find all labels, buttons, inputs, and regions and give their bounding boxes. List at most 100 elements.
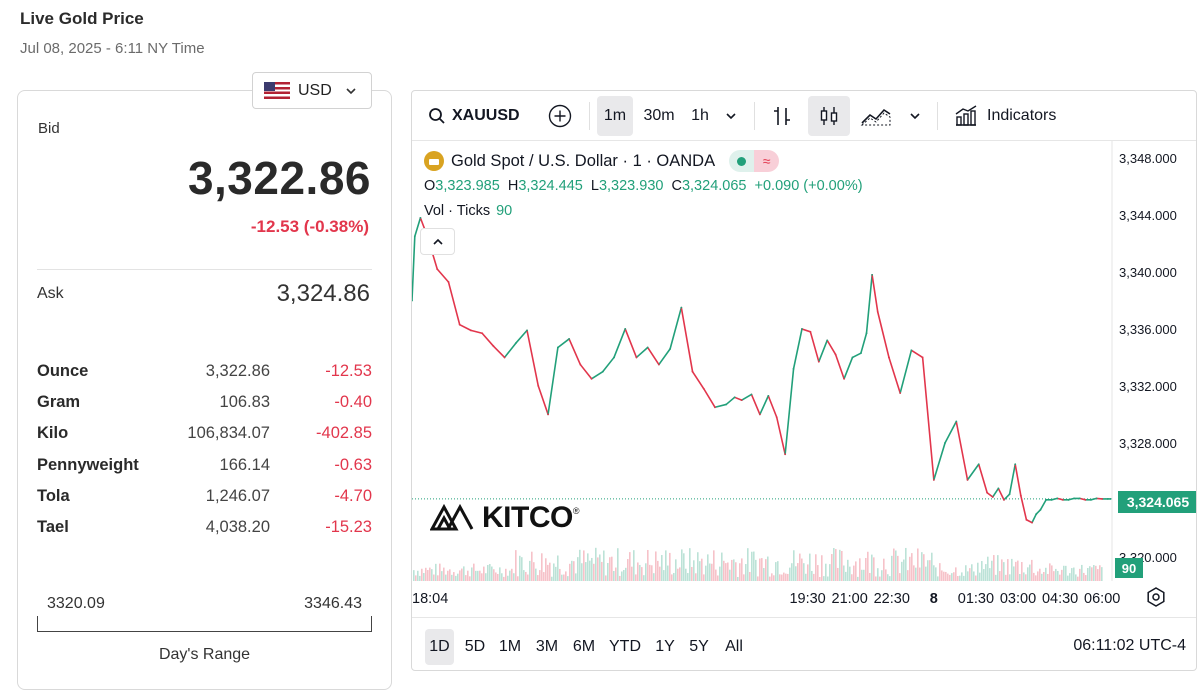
toolbar-divider: [589, 102, 590, 130]
interval-1m[interactable]: 1m: [597, 96, 633, 136]
volume-bar: [757, 576, 759, 581]
volume-bar: [761, 558, 763, 581]
volume-bar: [1059, 575, 1061, 581]
chart-style-dropdown[interactable]: [902, 96, 928, 136]
volume-bar: [673, 573, 675, 581]
volume-bar: [603, 551, 605, 581]
volume-bar: [1013, 566, 1015, 581]
volume-bar: [455, 576, 457, 581]
volume-bar: [533, 562, 535, 581]
volume-bar: [515, 550, 517, 581]
volume-bar: [661, 555, 663, 581]
ohlc-close: 3,324.065: [682, 178, 747, 194]
volume-bar: [887, 574, 889, 581]
volume-bar: [525, 572, 527, 581]
price-point: [1020, 495, 1022, 497]
range-6m[interactable]: 6M: [568, 629, 600, 665]
volume-bar: [457, 574, 459, 581]
price-segment: [505, 343, 516, 357]
price-point: [470, 329, 472, 331]
currency-select[interactable]: USD: [252, 72, 372, 109]
legend-title: Gold Spot / U.S. Dollar · 1 · OANDA: [451, 152, 715, 171]
day-range-bar: [37, 616, 372, 632]
volume-bar: [823, 576, 825, 581]
volume-bar: [1047, 574, 1049, 581]
volume-bar: [945, 572, 947, 581]
y-tick-label: 3,328.000: [1119, 436, 1177, 451]
weight-change: -0.63: [334, 456, 372, 475]
indicators-button[interactable]: Indicators: [950, 96, 1075, 136]
bars-style-button[interactable]: [764, 96, 800, 136]
volume-bar: [463, 566, 465, 581]
ask-label: Ask: [37, 285, 64, 303]
volume-bar: [725, 563, 727, 581]
volume-bar: [977, 563, 979, 581]
volume-bar: [653, 573, 655, 581]
range-ytd[interactable]: YTD: [606, 629, 644, 665]
range-1y[interactable]: 1Y: [651, 629, 679, 665]
volume-bar: [1089, 566, 1091, 581]
price-segment: [968, 464, 979, 480]
volume-bar: [879, 577, 881, 581]
price-chart[interactable]: 3,348.0003,344.0003,340.0003,336.0003,33…: [412, 141, 1197, 617]
price-point: [992, 496, 994, 498]
range-all[interactable]: All: [719, 629, 749, 665]
volume-bar: [861, 570, 863, 581]
range-1m[interactable]: 1M: [496, 629, 524, 665]
volume-bar: [931, 553, 933, 581]
price-point: [568, 338, 570, 340]
price-segment: [1010, 464, 1016, 494]
volume-bar: [481, 573, 483, 581]
volume-bar: [669, 553, 671, 581]
volume-bar: [649, 565, 651, 581]
volume-bar: [437, 575, 439, 581]
weight-table: Ounce 3,322.86 -12.53 Gram 106.83 -0.40 …: [37, 362, 373, 549]
candles-style-button[interactable]: [808, 96, 850, 136]
volume-bar: [569, 564, 571, 581]
price-segment: [785, 369, 793, 454]
weight-change: -0.40: [334, 393, 372, 412]
volume-bar: [423, 573, 425, 581]
volume-bar: [667, 566, 669, 581]
x-tick-label: 01:30: [958, 591, 994, 607]
symbol-search-button[interactable]: XAUUSD: [418, 96, 524, 136]
volume-bar: [895, 551, 897, 581]
range-5d[interactable]: 5D: [461, 629, 489, 665]
search-icon: [428, 107, 446, 125]
volume-bar: [717, 575, 719, 581]
range-3m[interactable]: 3M: [531, 629, 563, 665]
volume-bar: [723, 561, 725, 581]
volume-bar: [815, 554, 817, 581]
weight-row: Ounce 3,322.86 -12.53: [37, 362, 373, 393]
price-point: [414, 236, 416, 238]
y-tick-label: 3,340.000: [1119, 265, 1177, 280]
interval-30m[interactable]: 30m: [638, 96, 680, 136]
volume-bar: [957, 576, 959, 581]
gear-icon[interactable]: [1145, 586, 1167, 608]
interval-dropdown[interactable]: [718, 96, 744, 136]
price-segment: [802, 329, 810, 332]
area-style-button[interactable]: [856, 96, 896, 136]
price-point: [1068, 499, 1070, 501]
price-segment: [558, 339, 569, 348]
x-tick-label: 8: [930, 591, 938, 607]
volume-bar: [591, 558, 593, 581]
price-point: [420, 217, 422, 219]
volume-bar: [505, 569, 507, 581]
volume-bar: [927, 560, 929, 581]
volume-bar: [477, 571, 479, 581]
range-1d[interactable]: 1D: [425, 629, 454, 665]
price-segment: [527, 330, 538, 386]
range-5y[interactable]: 5Y: [685, 629, 713, 665]
price-point: [1003, 499, 1005, 501]
volume-bar: [475, 571, 477, 581]
compare-symbol-button[interactable]: [542, 96, 578, 136]
market-status-pill[interactable]: ≈: [729, 150, 779, 172]
collapse-legend-button[interactable]: [420, 228, 455, 255]
volume-bar: [547, 565, 549, 581]
interval-1h[interactable]: 1h: [684, 96, 716, 136]
price-point: [1110, 498, 1112, 500]
volume-bar: [593, 564, 595, 581]
volume-bar: [551, 577, 553, 581]
price-point: [725, 404, 727, 406]
